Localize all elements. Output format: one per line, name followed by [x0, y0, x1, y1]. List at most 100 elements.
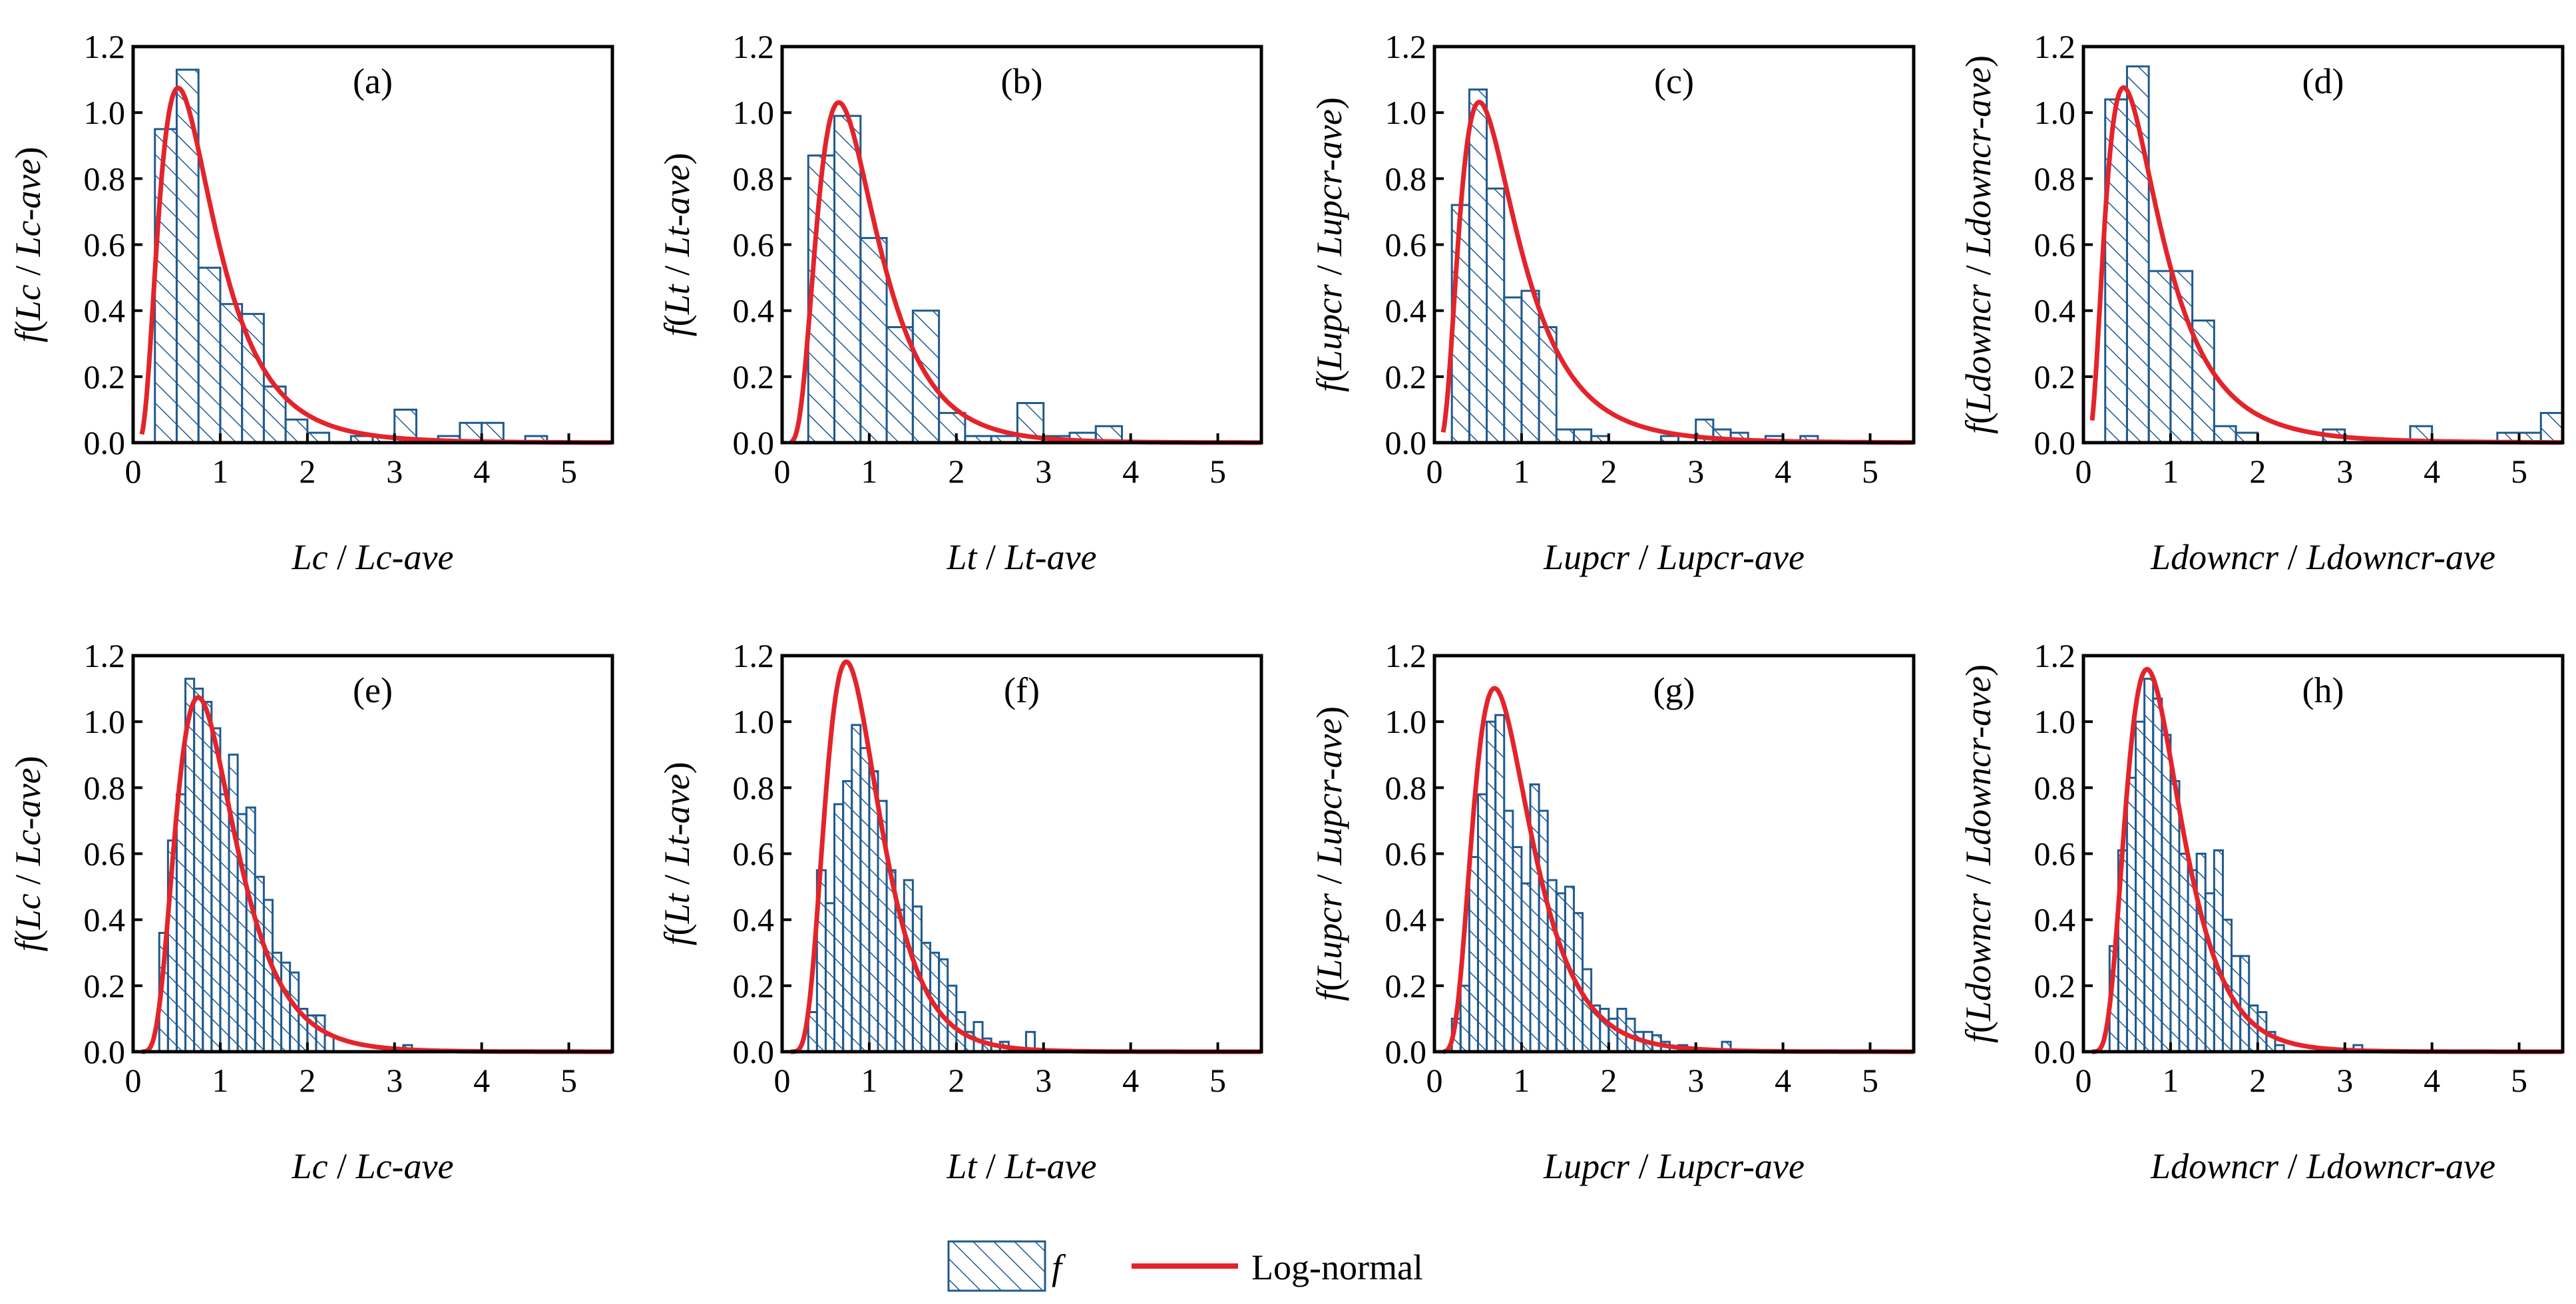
bar [851, 724, 862, 1053]
x-tick-label: 5 [1209, 1062, 1226, 1099]
x-axis-title: Lupcr / Lupcr-ave [1543, 1146, 1805, 1186]
y-axis-title: f(Ldowncr / Ldowncr-ave) [1958, 55, 1998, 434]
bar [859, 747, 871, 1053]
legend: f Log-normal [947, 1240, 1423, 1292]
y-tick-label: 0.8 [733, 769, 775, 806]
y-tick-label: 0.2 [1385, 967, 1427, 1004]
x-tick-label: 0 [774, 1062, 791, 1099]
y-tick-label: 0.4 [2034, 901, 2076, 939]
panel-label: (f) [1004, 670, 1040, 710]
bar [947, 984, 958, 1053]
y-tick-label: 0.2 [2034, 967, 2076, 1004]
bar [2161, 734, 2172, 1053]
x-axis-title: Lc / Lc-ave [292, 1146, 454, 1186]
x-tick-label: 4 [1122, 453, 1139, 490]
y-tick-label: 0.6 [2034, 835, 2076, 873]
bar [245, 806, 256, 1053]
bar [1512, 846, 1523, 1053]
x-tick-label: 0 [2075, 453, 2092, 490]
hatched-box-icon [947, 1240, 1046, 1292]
x-tick-label: 3 [386, 453, 403, 490]
panel-label: (a) [353, 61, 393, 101]
bar [262, 899, 274, 1053]
y-tick-label: 0.4 [84, 292, 126, 329]
bar [219, 303, 244, 444]
bar [254, 875, 265, 1053]
x-tick-label: 1 [861, 1062, 877, 1099]
x-tick-label: 5 [560, 1062, 577, 1099]
y-tick-label: 0.8 [2034, 769, 2076, 806]
bar [1555, 892, 1566, 1053]
y-tick-label: 0.0 [1385, 424, 1427, 461]
y-tick-label: 0.0 [733, 424, 775, 461]
bar [2195, 853, 2207, 1053]
legend-label-log-normal: Log-normal [1251, 1247, 1423, 1287]
chart-panel-d: 0 1 2 3 4 5 0.0 0.2 0.4 0.6 0.8 1.0 1.2 (d) Ldowncr / … [1958, 28, 2565, 577]
x-tick-label: 0 [125, 453, 142, 490]
bar [903, 879, 914, 1053]
x-tick-label: 3 [2336, 453, 2353, 490]
panel-label: (g) [1653, 670, 1695, 710]
x-tick-label: 1 [1513, 1062, 1530, 1099]
y-tick-label: 0.2 [1385, 358, 1427, 395]
bar [1503, 296, 1523, 444]
x-tick-label: 3 [1035, 1062, 1052, 1099]
bar [938, 958, 949, 1053]
y-tick-label: 1.2 [2034, 637, 2076, 674]
y-tick-label: 0.4 [1385, 901, 1427, 939]
x-tick-label: 3 [386, 1062, 403, 1099]
x-tick-label: 2 [1600, 1062, 1617, 1099]
y-axis-title: f(Lupcr / Lupcr-ave) [1309, 706, 1349, 1001]
bar [938, 411, 966, 444]
x-axis-title: Lt / Lt-ave [946, 1146, 1096, 1186]
bar [1486, 187, 1506, 444]
panel-label: (c) [1654, 61, 1694, 101]
panel-label: (b) [1001, 61, 1043, 101]
bar [280, 961, 292, 1053]
chart-panel-g: 0 1 2 3 4 5 0.0 0.2 0.4 0.6 0.8 1.0 1.2 (g) Lupcr / Lu… [1309, 637, 1916, 1186]
y-tick-label: 0.0 [2034, 1033, 2076, 1070]
bar [1503, 809, 1514, 1053]
bar [197, 266, 222, 444]
x-tick-label: 4 [1122, 1062, 1139, 1099]
y-tick-label: 0.2 [84, 358, 126, 395]
y-tick-label: 0.6 [84, 226, 126, 264]
y-tick-label: 0.8 [2034, 160, 2076, 197]
y-tick-label: 0.6 [84, 835, 126, 873]
bar [868, 770, 879, 1053]
x-tick-label: 2 [1600, 453, 1617, 490]
x-tick-label: 4 [473, 1062, 490, 1099]
bar [175, 793, 187, 1053]
x-tick-label: 1 [2162, 453, 2179, 490]
bar [219, 793, 230, 1053]
x-axis-title: Ldowncr / Ldowncr-ave [2150, 537, 2495, 577]
x-tick-label: 2 [2249, 453, 2266, 490]
y-tick-label: 0.6 [2034, 226, 2076, 264]
y-tick-label: 0.4 [1385, 292, 1427, 329]
y-tick-label: 0.2 [733, 358, 775, 395]
y-axis-title: f(Lt / Lt-ave) [657, 762, 697, 946]
x-tick-label: 1 [212, 453, 228, 490]
y-tick-label: 1.2 [1385, 28, 1427, 65]
x-tick-label: 5 [2511, 1062, 2527, 1099]
x-tick-label: 3 [2336, 1062, 2353, 1099]
y-tick-label: 0.8 [84, 769, 126, 806]
bar [1476, 793, 1488, 1053]
x-tick-label: 5 [1862, 1062, 1878, 1099]
panel-label: (h) [2302, 670, 2344, 710]
bar [2213, 849, 2224, 1053]
y-tick-label: 1.0 [84, 703, 126, 740]
y-tick-label: 0.2 [84, 967, 126, 1004]
y-axis-title: f(Lc / Lc-ave) [8, 147, 48, 343]
x-tick-label: 1 [2162, 1062, 2179, 1099]
bar [842, 779, 853, 1053]
y-tick-label: 0.0 [1385, 1033, 1427, 1070]
x-axis-title: Lc / Lc-ave [292, 537, 454, 577]
x-tick-label: 5 [2511, 453, 2527, 490]
y-tick-label: 1.2 [84, 637, 126, 674]
bar [193, 688, 204, 1053]
y-tick-label: 0.6 [733, 835, 775, 873]
bar [228, 754, 239, 1053]
bar [1468, 88, 1488, 444]
